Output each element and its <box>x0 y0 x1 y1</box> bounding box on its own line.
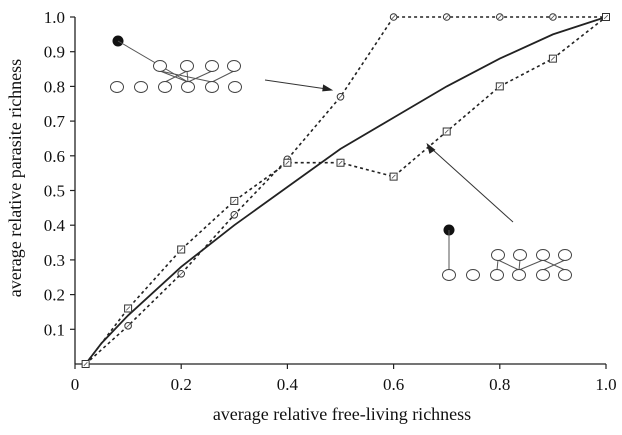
circle-marker <box>337 94 344 101</box>
annotation-arrowhead-1 <box>322 84 333 91</box>
x-tick-label: 0.6 <box>383 375 404 394</box>
circle-marker <box>443 14 450 21</box>
network-diagram-bottom-right <box>443 225 572 281</box>
y-tick-label: 0.4 <box>44 216 66 235</box>
annotation-arrow-1 <box>265 80 329 89</box>
x-tick-label: 0.8 <box>489 375 510 394</box>
network-edge <box>498 260 519 270</box>
circle-marker <box>125 323 132 330</box>
network-node <box>559 250 572 261</box>
network-node <box>159 82 172 93</box>
network-node <box>443 270 456 281</box>
square-marker <box>549 55 556 62</box>
circle-marker <box>390 14 397 21</box>
square-marker <box>443 128 450 135</box>
x-tick-label: 0.2 <box>171 375 192 394</box>
network-edge <box>212 71 234 82</box>
x-axis-label: average relative free-living richness <box>213 404 471 424</box>
network-node <box>513 270 526 281</box>
y-tick-label: 0.9 <box>44 43 65 62</box>
y-tick-label: 0.5 <box>44 182 65 201</box>
network-node <box>229 82 242 93</box>
network-edge <box>519 260 520 270</box>
network-node <box>467 270 480 281</box>
square-marker <box>337 159 344 166</box>
network-node <box>154 61 167 72</box>
square-marker <box>390 173 397 180</box>
network-node <box>537 250 550 261</box>
network-node <box>559 270 572 281</box>
network-node <box>206 61 219 72</box>
network-node <box>135 82 148 93</box>
square-marker <box>178 246 185 253</box>
axes: 0 0.2 0.4 0.6 0.8 1.0 0.1 0.2 0.3 0.4 0.5 0.6 0.7 0.8… <box>44 8 617 394</box>
network-node <box>181 61 194 72</box>
circle-marker <box>550 14 557 21</box>
x-tick-label: 0 <box>71 375 80 394</box>
square-marker <box>284 159 291 166</box>
y-tick-label: 0.1 <box>44 320 65 339</box>
annotation-arrow-2 <box>428 146 513 222</box>
network-node <box>206 82 219 93</box>
network-node <box>514 250 527 261</box>
network-diagram-top-left <box>111 36 242 93</box>
network-node <box>182 82 195 93</box>
x-tick-label: 1.0 <box>595 375 616 394</box>
y-tick-label: 1.0 <box>44 8 65 27</box>
square-marker <box>496 83 503 90</box>
annotation-layer <box>111 36 572 281</box>
network-edge <box>497 260 498 270</box>
circle-marker <box>178 270 185 277</box>
y-tick-label: 0.8 <box>44 77 65 96</box>
y-tick-label: 0.2 <box>44 286 65 305</box>
y-tick-label: 0.3 <box>44 251 65 270</box>
y-tick-label: 0.6 <box>44 147 65 166</box>
square-marker <box>603 14 610 21</box>
network-node <box>537 270 550 281</box>
network-node <box>111 82 124 93</box>
y-tick-label: 0.7 <box>44 112 66 131</box>
x-tick-label: 0.4 <box>277 375 299 394</box>
network-edge <box>519 260 543 270</box>
y-axis-label: average relative parasite richness <box>5 59 25 297</box>
circle-marker <box>497 14 504 21</box>
network-edge <box>188 71 212 82</box>
square-marker <box>125 305 132 312</box>
network-node <box>491 270 504 281</box>
square-marker <box>231 197 238 204</box>
network-node <box>228 61 241 72</box>
network-node <box>492 250 505 261</box>
circle-marker <box>231 211 238 218</box>
square-marker <box>82 361 89 368</box>
